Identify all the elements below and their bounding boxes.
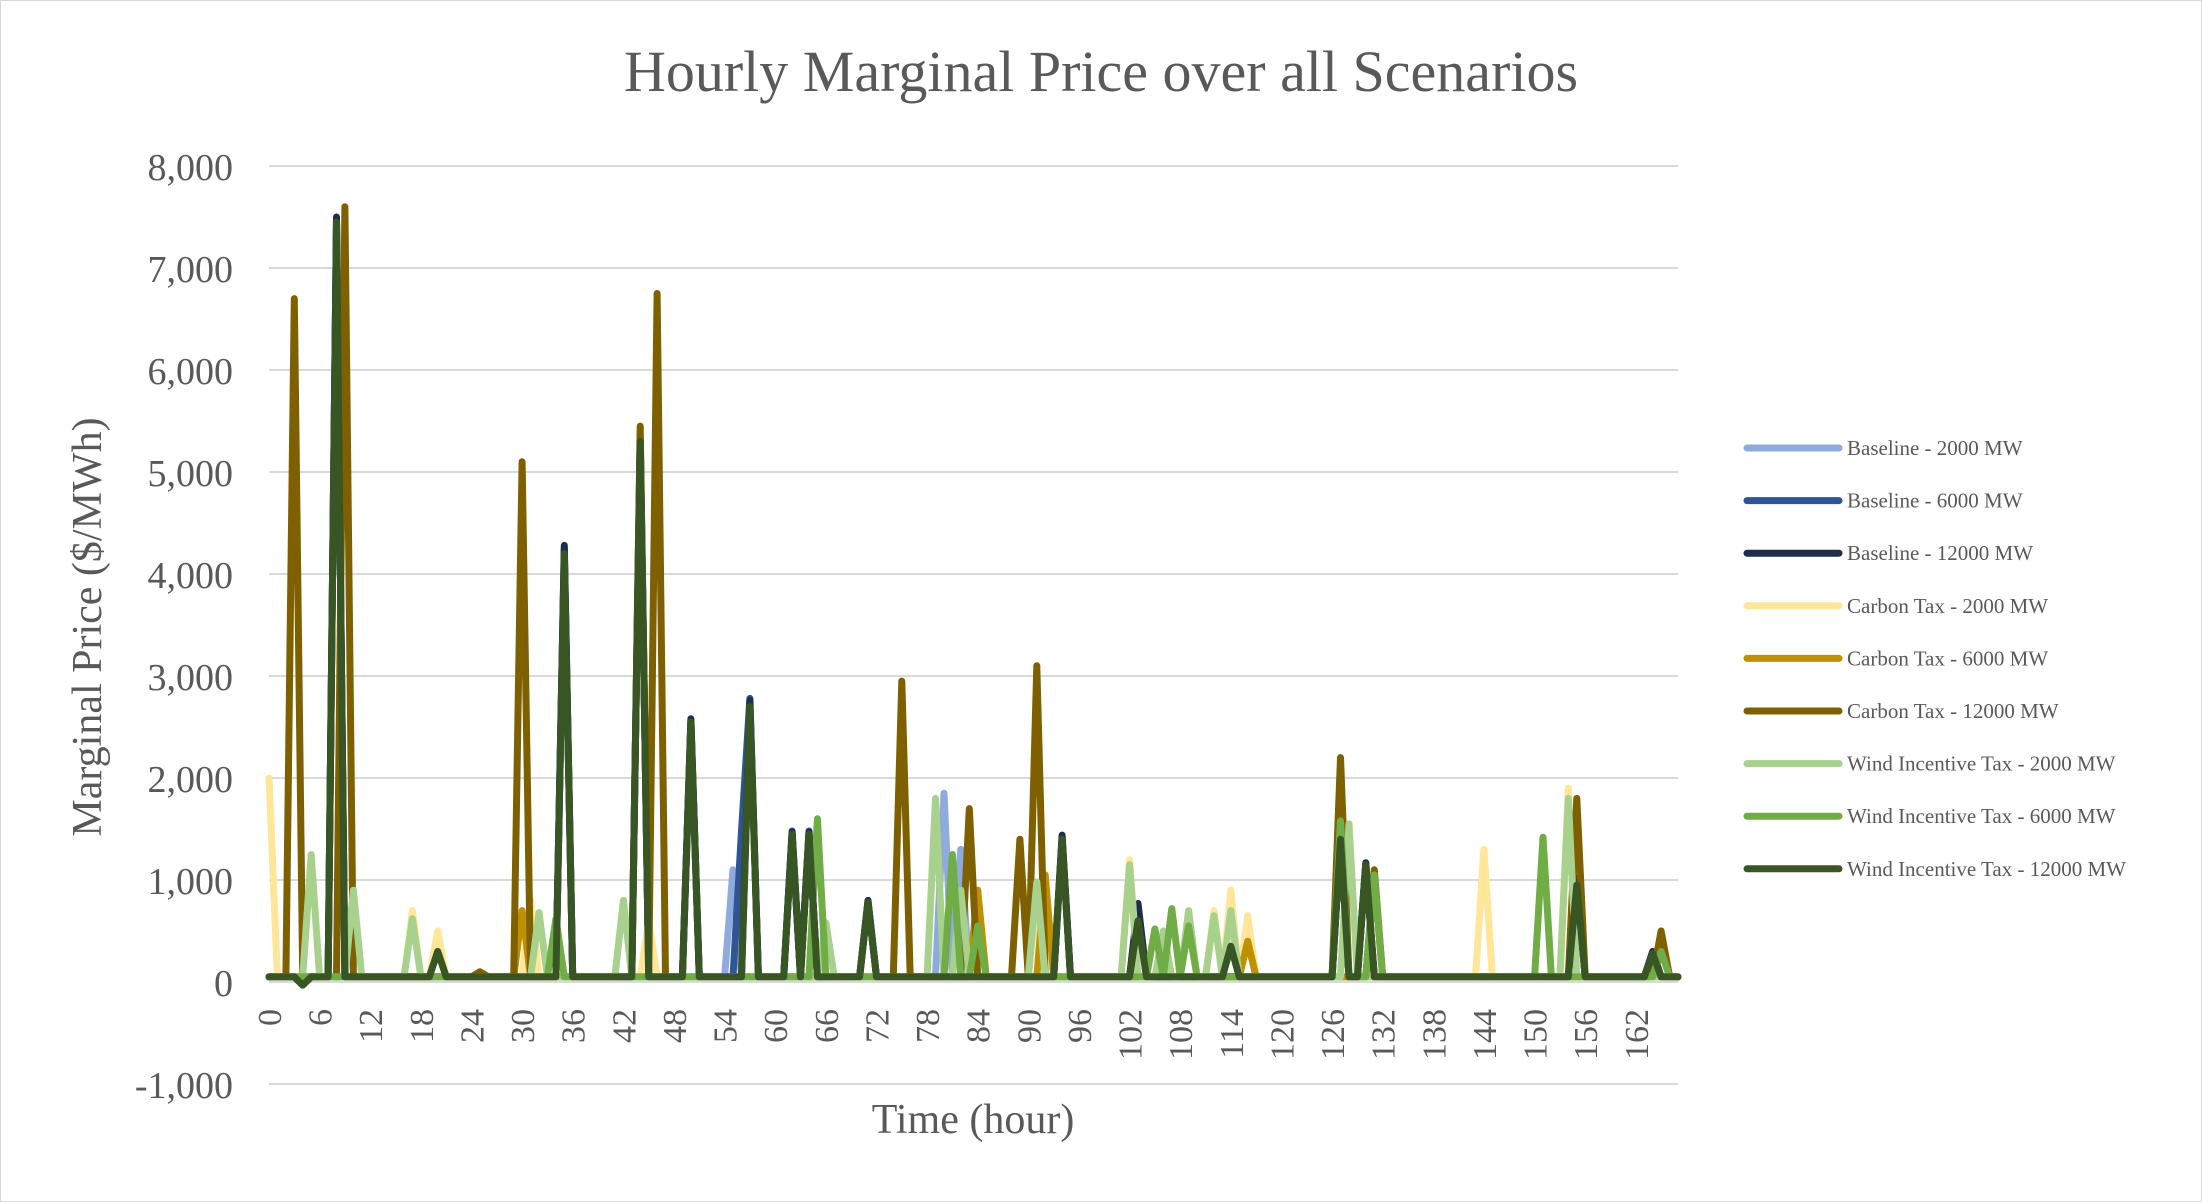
x-tick-label: 150 [1518, 1009, 1555, 1060]
x-tick-label: 78 [910, 1009, 947, 1043]
x-tick-label: 144 [1467, 1009, 1504, 1060]
x-tick-label: 108 [1163, 1009, 1200, 1060]
x-tick-label: 48 [657, 1009, 694, 1043]
x-tick-label: 138 [1416, 1009, 1453, 1060]
legend-label: Carbon Tax - 2000 MW [1847, 594, 2048, 618]
x-tick-label: 156 [1568, 1009, 1605, 1060]
x-tick-label: 126 [1315, 1009, 1352, 1060]
legend-label: Wind Incentive Tax - 2000 MW [1847, 752, 2116, 776]
y-tick-label: 0 [214, 963, 233, 1005]
x-tick-label: 30 [505, 1009, 542, 1043]
x-tick-label: 132 [1366, 1009, 1403, 1060]
x-tick-label: 6 [303, 1009, 340, 1026]
x-tick-label: 114 [1214, 1009, 1251, 1059]
x-tick-label: 24 [454, 1009, 491, 1043]
x-tick-label: 12 [353, 1009, 390, 1043]
legend-label: Baseline - 2000 MW [1847, 436, 2023, 460]
series-lines [265, 203, 1682, 989]
y-tick-label: 6,000 [148, 351, 234, 393]
x-tick-label: 96 [1062, 1009, 1099, 1043]
series-line [265, 203, 1682, 981]
x-tick-label: 36 [556, 1009, 593, 1043]
y-tick-label: 8,000 [148, 147, 234, 189]
x-tick-label: 66 [809, 1009, 846, 1043]
y-tick-label: 3,000 [148, 657, 234, 699]
x-tick-label: 90 [1011, 1009, 1048, 1043]
legend-label: Baseline - 12000 MW [1847, 541, 2033, 565]
y-tick-label: 7,000 [148, 249, 234, 291]
x-tick-label: 54 [708, 1009, 745, 1043]
legend-label: Carbon Tax - 12000 MW [1847, 699, 2059, 723]
y-tick-label: 5,000 [148, 453, 234, 495]
x-tick-label: 72 [859, 1009, 896, 1043]
legend-label: Wind Incentive Tax - 6000 MW [1847, 804, 2116, 828]
x-tick-label: 42 [606, 1009, 643, 1043]
x-tick-label: 18 [404, 1009, 441, 1043]
series-line [265, 218, 1682, 989]
chart-title: Hourly Marginal Price over all Scenarios [624, 39, 1578, 104]
x-axis-tick-labels: 0 6 12 18 24 30 36 42 48 54 60 66 72 78 84 90 96 102 108 11… [252, 1009, 1656, 1060]
x-tick-label: 102 [1113, 1009, 1150, 1060]
x-tick-label: 120 [1264, 1009, 1301, 1060]
y-tick-label: 2,000 [148, 759, 234, 801]
x-tick-label: 0 [252, 1009, 289, 1026]
legend: Baseline - 2000 MW Baseline - 6000 MW Base… [1743, 436, 2126, 881]
legend-label: Baseline - 6000 MW [1847, 489, 2023, 513]
y-tick-label: 1,000 [148, 861, 234, 903]
x-axis-label: Time (hour) [872, 1097, 1075, 1143]
y-tick-label: -1,000 [135, 1065, 233, 1107]
x-tick-label: 162 [1619, 1009, 1656, 1060]
y-tick-label: 4,000 [148, 555, 234, 597]
legend-label: Wind Incentive Tax - 12000 MW [1847, 857, 2126, 881]
gridlines [269, 165, 1678, 1085]
x-tick-label: 84 [961, 1009, 998, 1043]
x-tick-label: 60 [758, 1009, 795, 1043]
y-axis-label: Marginal Price ($/MWh) [65, 417, 111, 836]
y-axis-tick-labels: -1,000 0 1,000 2,000 3,000 4,000 5,000 6,000 7,0… [135, 147, 233, 1107]
legend-label: Carbon Tax - 6000 MW [1847, 646, 2048, 670]
